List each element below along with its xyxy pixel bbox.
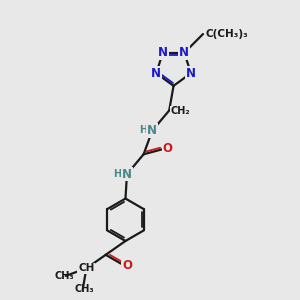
Text: H: H — [113, 169, 122, 178]
Text: N: N — [151, 67, 161, 80]
Text: N: N — [186, 67, 196, 80]
Text: O: O — [122, 259, 132, 272]
Text: H: H — [139, 125, 147, 135]
Text: N: N — [158, 46, 168, 59]
Text: CH₃: CH₃ — [74, 284, 94, 294]
Text: C(CH₃)₃: C(CH₃)₃ — [206, 29, 248, 39]
Text: CH₃: CH₃ — [54, 271, 74, 281]
Text: O: O — [163, 142, 172, 155]
Text: CH: CH — [78, 263, 94, 273]
Text: CH₂: CH₂ — [171, 106, 190, 116]
Text: N: N — [147, 124, 157, 137]
Text: N: N — [122, 168, 132, 181]
Text: N: N — [179, 46, 189, 59]
